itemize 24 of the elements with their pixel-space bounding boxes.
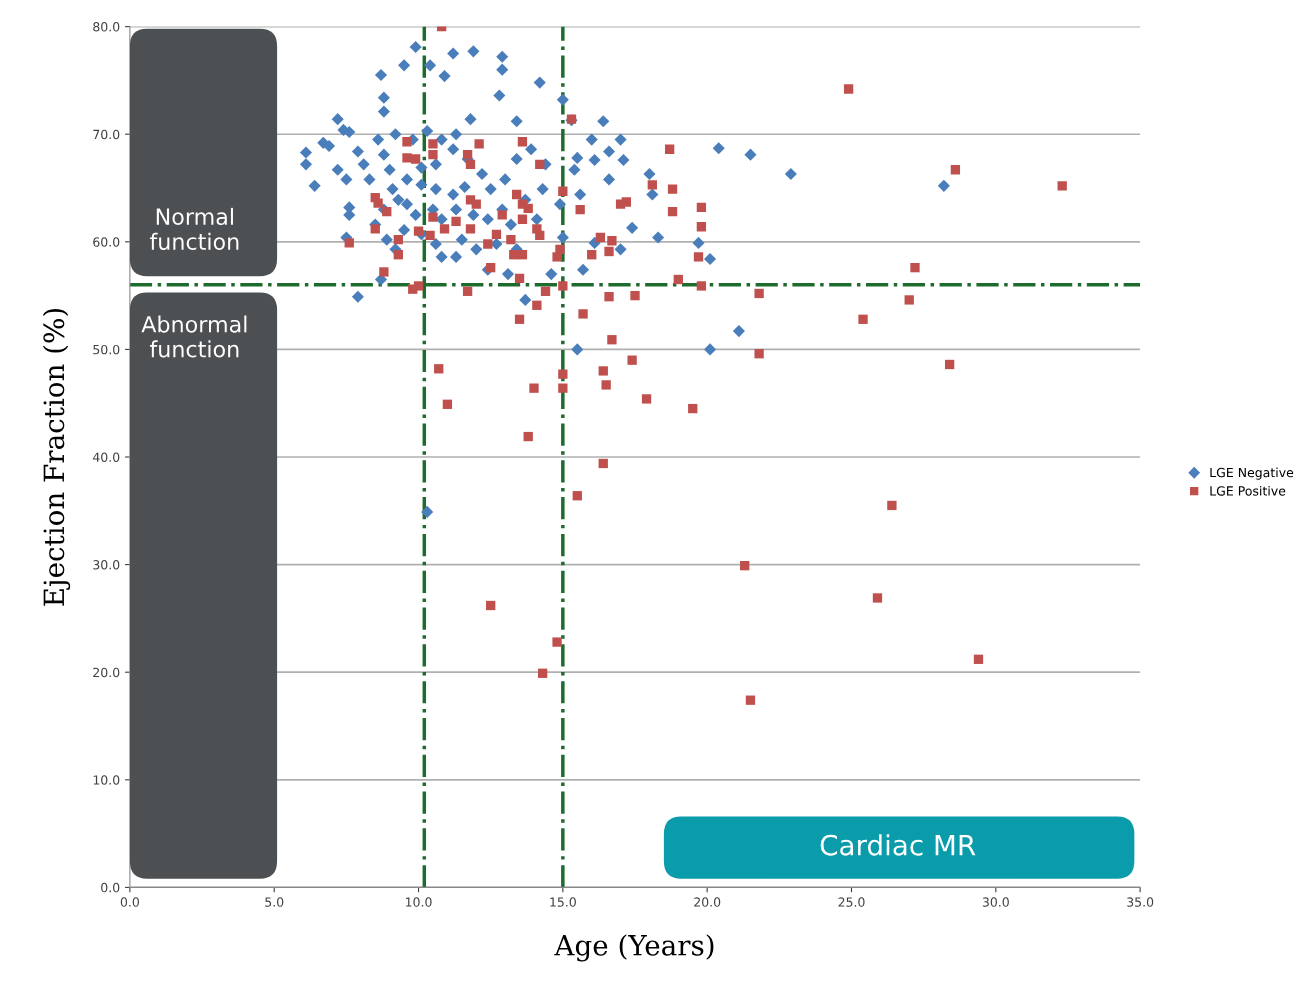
y-axis-title: Ejection Fraction (%)	[42, 308, 71, 606]
x-tick-label: 20.0	[694, 897, 721, 907]
y-tick-label: 60.0	[93, 237, 120, 247]
annotation: Cardiac MR	[820, 834, 976, 856]
x-tick-label: 30.0	[982, 897, 1009, 907]
y-tick-label: 70.0	[93, 129, 120, 140]
y-tick-label: 40.0	[92, 452, 120, 462]
x-tick-label: 10.0	[405, 897, 432, 907]
annotation: Normal function	[149, 207, 239, 250]
y-tick-label: 20.0	[93, 667, 120, 678]
x-tick-label: 35.0	[1127, 897, 1154, 907]
x-axis-title: Age (Years)	[554, 934, 714, 962]
y-tick-label: 50.0	[93, 344, 120, 355]
legend-label: LGE Positive	[1210, 485, 1286, 496]
y-tick-label: 0.0	[101, 882, 120, 893]
x-tick-label: 15.0	[550, 897, 576, 907]
y-tick-label: 80.0	[93, 22, 120, 32]
y-tick-label: 10.0	[93, 775, 120, 785]
y-tick-label: 30.0	[93, 560, 120, 570]
x-tick-label: 5.0	[265, 897, 284, 907]
x-tick-label: 25.0	[838, 897, 865, 907]
legend-label: LGE Negative	[1210, 467, 1294, 480]
annotation: Abnormal function	[141, 315, 247, 358]
x-tick-label: 0.0	[120, 897, 139, 907]
